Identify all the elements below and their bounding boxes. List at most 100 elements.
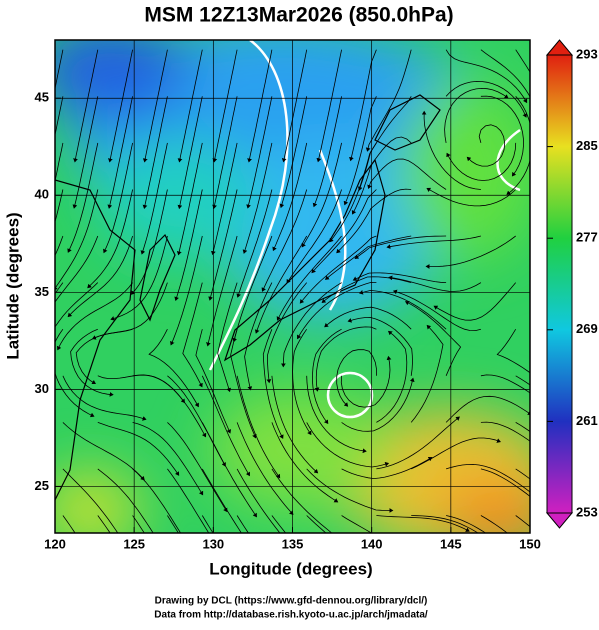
- streamline: [87, 189, 133, 289]
- streamline: [425, 235, 516, 269]
- streamline: [480, 515, 508, 533]
- streamline: [55, 235, 64, 257]
- streamline: [62, 422, 145, 481]
- streamline: [480, 468, 530, 497]
- streamline: [246, 96, 273, 209]
- streamline: [376, 416, 460, 470]
- streamline: [261, 189, 308, 292]
- streamline: [376, 515, 470, 532]
- streamline: [433, 282, 517, 321]
- streamline: [276, 235, 342, 321]
- streamline: [324, 306, 412, 330]
- streamline: [236, 422, 294, 516]
- streamline: [132, 515, 145, 533]
- streamline: [247, 49, 273, 163]
- streamline: [410, 324, 444, 423]
- streamline: [445, 463, 530, 493]
- streamline: [347, 316, 413, 376]
- streamline: [107, 96, 133, 209]
- colorbar: [546, 54, 573, 514]
- streamline: [367, 158, 447, 190]
- streamline: [132, 374, 207, 438]
- streamline: [316, 49, 342, 163]
- streamline: [91, 282, 168, 340]
- streamline: [281, 49, 308, 163]
- streamline: [301, 142, 342, 248]
- streamline: [55, 189, 64, 224]
- x-tick-label: 120: [44, 536, 66, 551]
- streamline: [110, 235, 168, 321]
- streamline: [108, 49, 133, 163]
- streamline: [62, 468, 119, 533]
- streamline: [388, 275, 482, 292]
- streamline: [480, 421, 530, 442]
- credit: Data from http://database.rish.kyoto-u.a…: [154, 610, 428, 621]
- streamline: [236, 189, 273, 298]
- streamline: [411, 515, 479, 533]
- streamline: [351, 136, 412, 215]
- streamline: [62, 515, 76, 533]
- streamline: [55, 235, 99, 303]
- streamline: [279, 96, 308, 209]
- streamline: [336, 349, 377, 407]
- streamline: [142, 49, 168, 163]
- credit: Drawing by DCL (https://www.gfd-dennou.o…: [155, 596, 428, 607]
- streamline: [271, 515, 287, 533]
- streamline: [201, 375, 250, 477]
- streamline: [312, 96, 342, 208]
- streamline: [376, 330, 408, 423]
- streamline: [357, 96, 412, 191]
- streamline: [446, 142, 517, 181]
- streamline: [167, 422, 228, 513]
- colorbar-tick-label: 253: [576, 504, 598, 519]
- streamline: [130, 189, 168, 295]
- streamline: [341, 377, 415, 432]
- streamline: [404, 300, 462, 376]
- streamline: [386, 235, 481, 249]
- y-tick-label: 40: [35, 187, 49, 202]
- streamline: [445, 80, 527, 118]
- streamline: [182, 282, 203, 388]
- streamline: [515, 515, 530, 528]
- streamline: [311, 189, 377, 274]
- streamline: [210, 142, 238, 256]
- streamline: [445, 49, 528, 104]
- streamline: [421, 110, 481, 190]
- streamline: [62, 375, 147, 421]
- streamline: [55, 282, 99, 328]
- streamline: [262, 329, 284, 439]
- streamline: [55, 189, 99, 291]
- colorbar-tick-label: 261: [576, 413, 598, 428]
- streamline: [55, 49, 64, 91]
- streamline: [201, 468, 242, 533]
- streamline: [254, 235, 308, 334]
- x-tick-label: 125: [123, 536, 145, 551]
- streamline: [132, 468, 182, 533]
- streamline: [306, 515, 327, 533]
- streamline: [314, 326, 377, 392]
- colorbar-tick-label: 285: [576, 138, 598, 153]
- streamline: [177, 49, 203, 163]
- colorbar-max-arrow: [545, 39, 574, 56]
- streamline: [174, 189, 203, 301]
- streamline: [324, 235, 412, 280]
- streamline: [506, 96, 530, 195]
- streamline: [411, 437, 501, 470]
- colorbar-min-arrow: [545, 512, 574, 529]
- streamline: [73, 49, 99, 163]
- streamline: [167, 515, 179, 533]
- streamline: [340, 355, 392, 408]
- streamline: [67, 235, 133, 318]
- x-tick-label: 140: [361, 536, 383, 551]
- streamline: [142, 96, 168, 209]
- streamline: [496, 328, 530, 374]
- streamline: [343, 96, 377, 206]
- streamline: [242, 142, 273, 254]
- streamline: [329, 142, 377, 243]
- streamline: [359, 289, 447, 330]
- streamline: [341, 457, 433, 480]
- x-axis-label: Longitude (degrees): [209, 559, 372, 578]
- streamline: [354, 235, 447, 259]
- streamline: [271, 375, 319, 474]
- streamline: [480, 49, 530, 98]
